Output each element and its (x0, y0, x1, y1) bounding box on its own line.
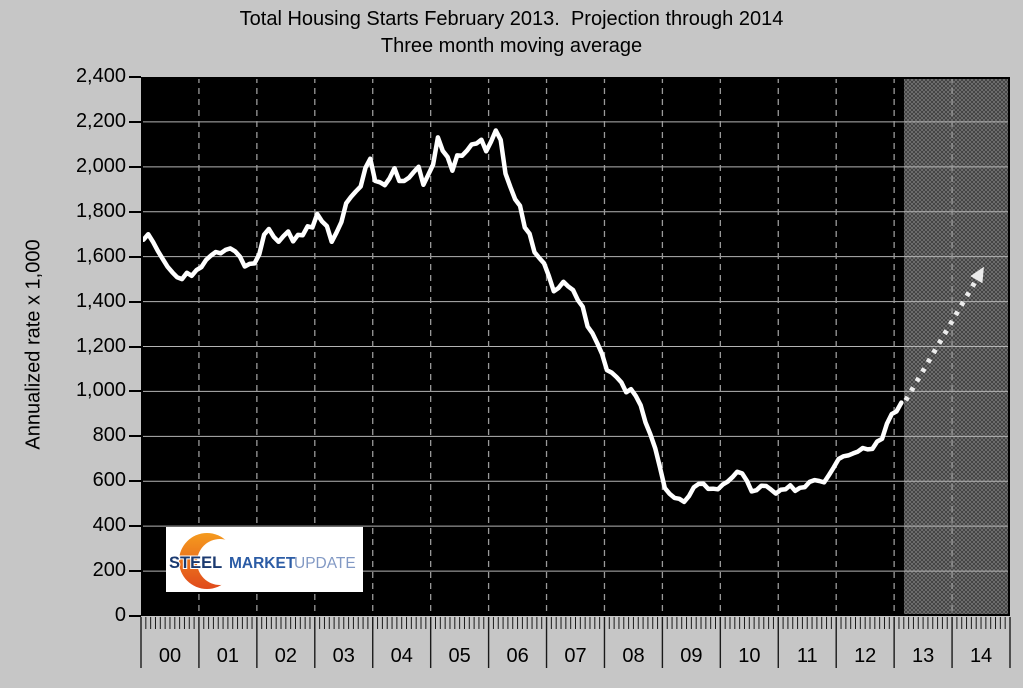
x-year-label: 09 (680, 645, 703, 667)
horizontal-gridlines (141, 121, 1010, 572)
y-tick-label: 800 (92, 424, 126, 447)
y-tick-mark (129, 345, 141, 348)
y-tick-mark (129, 480, 141, 483)
y-tick-mark (129, 255, 141, 258)
y-tick-mark (129, 210, 141, 213)
smu-logo-steel-text: STEEL (169, 554, 222, 572)
x-year-label: 10 (738, 645, 761, 667)
x-year-label: 05 (448, 645, 471, 667)
y-tick-label: 2,400 (75, 65, 126, 87)
y-tick-label: 1,200 (75, 334, 126, 357)
plot-border (141, 77, 1010, 616)
x-year-label: 12 (854, 645, 877, 667)
y-tick-mark (129, 120, 141, 123)
x-year-label: 11 (796, 645, 818, 667)
x-year-label: 00 (158, 645, 182, 667)
y-tick-mark (129, 525, 141, 528)
y-tick-label: 2,200 (75, 109, 126, 132)
y-tick-mark (129, 615, 141, 617)
y-tick-mark (129, 570, 141, 573)
x-year-label: 04 (390, 645, 413, 667)
x-year-label: 03 (332, 645, 355, 667)
y-tick-label: 1,400 (75, 289, 126, 312)
x-year-label: 07 (564, 645, 587, 667)
y-tick-label: 1,000 (75, 379, 126, 402)
smu-logo: STEEL MARKET UPDATE (166, 527, 363, 592)
plot-area (141, 77, 1010, 616)
y-tick-mark (129, 76, 141, 78)
smu-logo-crescent-icon (179, 533, 243, 589)
y-tick-label: 1,600 (75, 244, 126, 267)
x-year-label: 13 (912, 645, 935, 667)
x-axis-ticks (140, 617, 1011, 668)
y-tick-label: 0 (114, 604, 126, 626)
x-year-label: 02 (274, 645, 297, 667)
y-tick-label: 400 (92, 514, 126, 537)
y-tick-mark (129, 165, 141, 168)
x-year-label: 14 (969, 645, 993, 667)
y-tick-mark (129, 390, 141, 393)
year-separator-ticks (140, 617, 1011, 668)
projection-arrow-line (903, 278, 979, 402)
smu-logo-graphic: STEEL MARKET UPDATE (166, 527, 363, 592)
vertical-gridlines (198, 77, 953, 616)
projection-arrow-head-icon (970, 266, 984, 284)
y-tick-label: 600 (92, 469, 126, 492)
y-tick-label: 200 (92, 559, 126, 582)
x-year-label: 08 (622, 645, 645, 667)
housing-starts-line (141, 128, 904, 505)
y-tick-label: 1,800 (75, 199, 126, 222)
y-tick-label: 2,000 (75, 154, 126, 177)
minor-month-ticks (140, 617, 1011, 629)
y-tick-mark (129, 435, 141, 438)
chart-title: Total Housing Starts February 2013. Proj… (239, 8, 784, 30)
smu-logo-update-text: UPDATE (294, 555, 356, 572)
x-year-label: 01 (216, 645, 240, 667)
y-tick-mark (129, 300, 141, 303)
chart-subtitle: Three month moving average (380, 35, 643, 57)
smu-logo-market-text: MARKET (229, 555, 296, 572)
x-year-label: 06 (506, 645, 529, 667)
